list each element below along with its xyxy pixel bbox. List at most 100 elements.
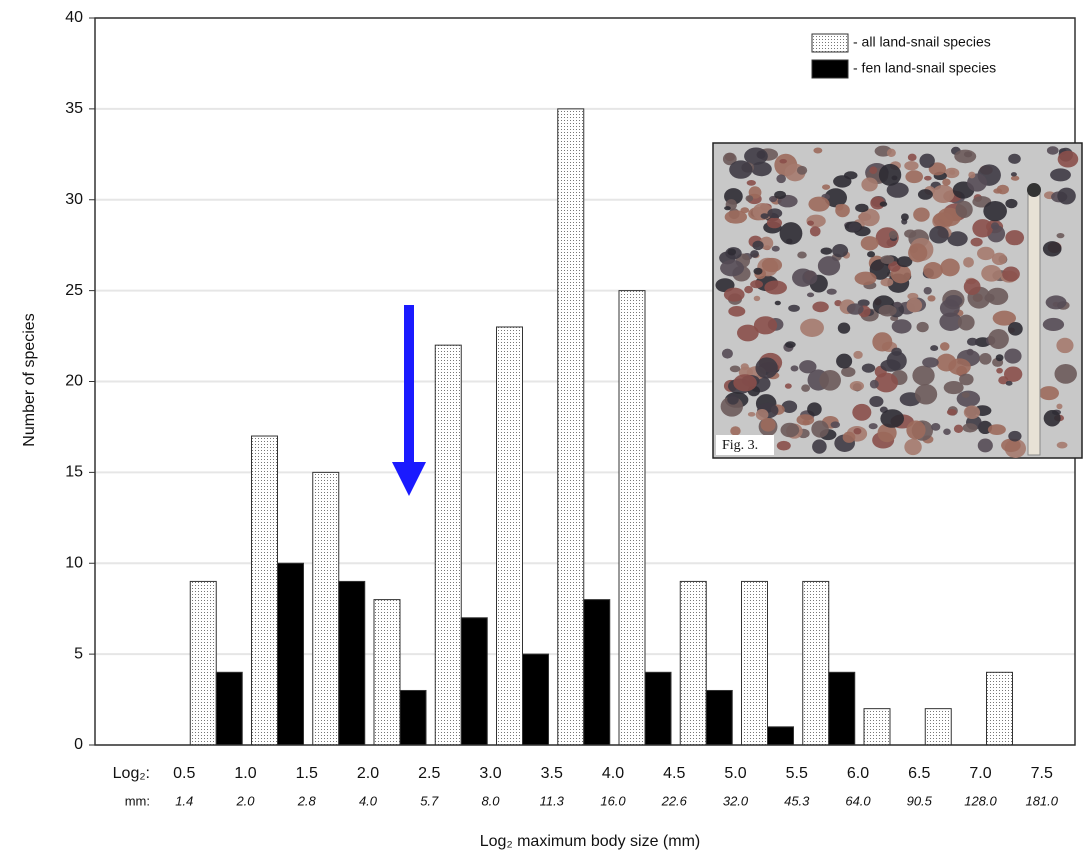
inset-shell: [819, 369, 841, 391]
inset-shell: [807, 402, 822, 416]
inset-photo: Fig. 3.: [712, 142, 1083, 459]
inset-shell: [957, 314, 975, 331]
inset-shell: [720, 259, 745, 277]
inset-shell: [913, 207, 930, 222]
inset-shell: [776, 174, 786, 184]
inset-shell: [880, 255, 895, 264]
inset-shell: [949, 169, 956, 175]
bar: [618, 290, 646, 746]
bar: [705, 689, 733, 746]
inset-shell: [923, 262, 943, 279]
x-tick-label: 4.5: [663, 765, 685, 782]
inset-shell: [842, 431, 856, 443]
inset-shell: [764, 280, 787, 295]
inset-shell: [748, 186, 762, 199]
inset-shell: [942, 178, 951, 186]
inset-shell: [859, 208, 880, 227]
bar: [460, 617, 488, 746]
x-tick-label: 2.5: [418, 765, 440, 782]
y-tick-label: 10: [65, 554, 83, 571]
inset-shell: [977, 438, 993, 453]
inset-shell: [744, 285, 753, 294]
inset-shell: [813, 147, 823, 154]
bar: [373, 599, 401, 746]
bar: [583, 599, 611, 746]
inset-shell: [966, 348, 974, 356]
inset-shell: [1008, 430, 1022, 442]
inset-shell: [970, 237, 983, 247]
bar: [767, 726, 794, 746]
y-tick-label: 35: [65, 100, 83, 117]
inset-shell: [848, 222, 861, 232]
inset-shell: [836, 353, 853, 369]
bar: [338, 580, 366, 746]
mm-label: 1.4: [175, 793, 193, 808]
inset-shell: [852, 403, 872, 421]
bar: [189, 580, 217, 746]
bar: [802, 580, 830, 746]
inset-shell: [860, 236, 879, 251]
inset-shell: [987, 424, 1006, 436]
inset-shell: [774, 300, 781, 306]
inset-shell: [990, 222, 1000, 230]
inset-shell: [760, 213, 769, 219]
inset-caption-bg: [716, 435, 774, 455]
inset-shell: [886, 148, 896, 158]
inset-shell: [880, 409, 905, 428]
x-tick-label: 3.0: [479, 765, 501, 782]
inset-shell: [799, 360, 817, 374]
x-axis-label: Log₂ maximum body size (mm): [480, 833, 700, 850]
inset-shell: [906, 420, 926, 440]
inset-shell: [928, 162, 947, 176]
inset-shell: [1043, 410, 1061, 427]
inset-shell: [800, 318, 824, 338]
mm-label: 181.0: [1025, 793, 1058, 808]
inset-shell: [869, 259, 891, 280]
inset-caption: Fig. 3.: [722, 438, 758, 453]
inset-shell: [996, 184, 1009, 195]
inset-shell: [724, 206, 731, 211]
inset-shell: [767, 208, 783, 219]
inset-shell: [1038, 386, 1059, 401]
inset-shell: [780, 422, 800, 438]
inset-shell: [826, 288, 837, 295]
bar: [828, 671, 856, 746]
bar: [679, 580, 707, 746]
inset-shell: [817, 256, 841, 276]
x-tick-label: 4.0: [602, 765, 624, 782]
bar: [277, 562, 304, 746]
inset-shell: [1004, 348, 1022, 364]
inset-shell: [922, 357, 939, 368]
bar: [251, 435, 278, 746]
x-tick-label: 7.0: [969, 765, 991, 782]
inset-shell: [991, 252, 1007, 266]
inset-shell: [750, 250, 759, 258]
inset-shell: [998, 376, 1009, 385]
inset-shell: [907, 292, 919, 300]
inset-shell: [869, 379, 879, 389]
inset-shell: [896, 256, 913, 268]
mm-label: 22.6: [661, 793, 688, 808]
inset-stick: [1027, 189, 1041, 456]
inset-shell: [879, 201, 888, 207]
inset-shell: [832, 244, 849, 258]
mm-label: 4.0: [359, 793, 378, 808]
inset-shell: [797, 251, 807, 259]
inset-shell: [916, 321, 929, 333]
inset-shell: [886, 182, 909, 198]
inset-shell: [961, 392, 970, 398]
inset-shell: [1056, 403, 1063, 410]
inset-shell: [808, 196, 830, 212]
inset-shell: [1002, 266, 1020, 282]
inset-shell: [746, 179, 756, 186]
mm-label: 5.7: [420, 793, 439, 808]
inset-shell: [1010, 172, 1017, 177]
inset-shell: [1045, 295, 1067, 310]
inset-shell: [722, 152, 737, 166]
inset-shell: [1007, 322, 1023, 336]
inset-shell: [752, 240, 764, 251]
inset-shell: [806, 292, 815, 298]
inset-shell: [912, 365, 935, 386]
bar: [312, 471, 340, 746]
inset-shell: [733, 374, 757, 392]
